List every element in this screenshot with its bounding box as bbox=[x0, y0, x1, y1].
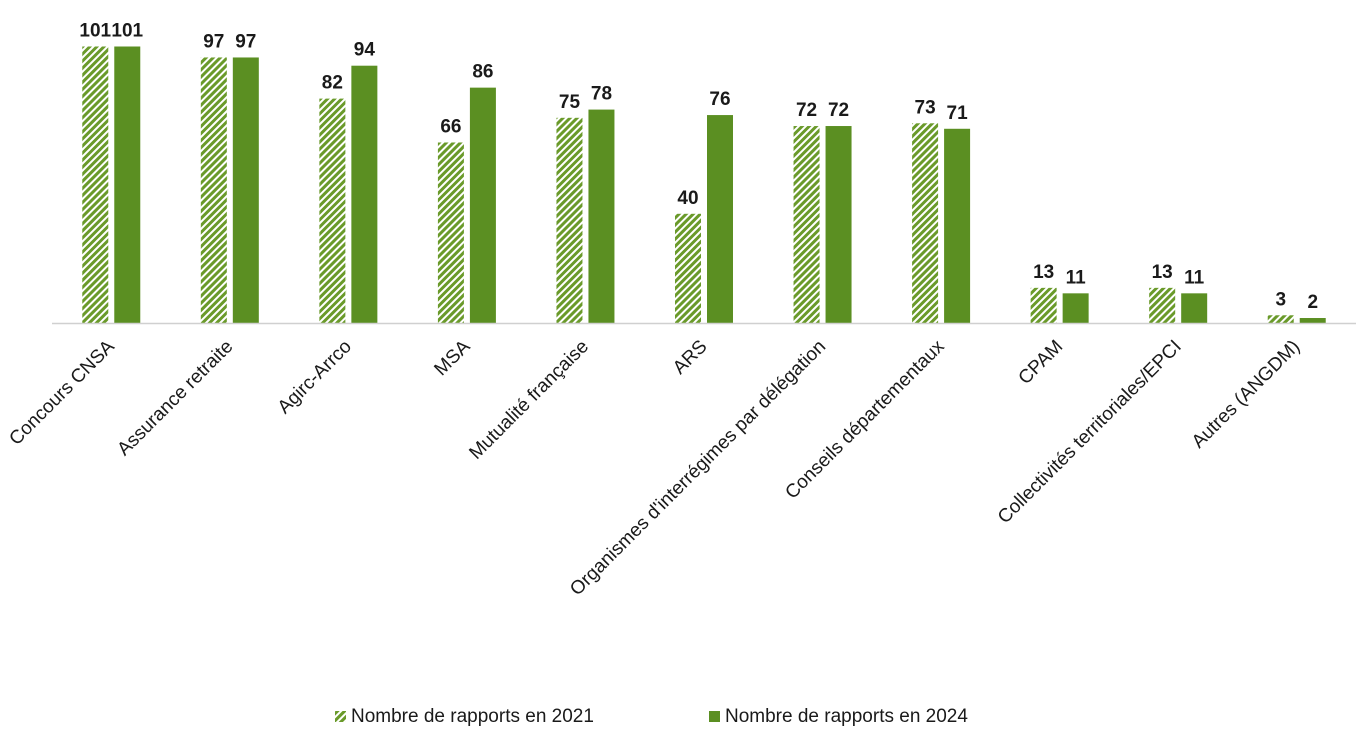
bar-2021 bbox=[675, 213, 701, 324]
value-label-2024: 78 bbox=[591, 84, 612, 105]
bar-2021 bbox=[1030, 287, 1057, 324]
bar-2021 bbox=[793, 126, 820, 324]
value-label-2021: 73 bbox=[915, 97, 936, 118]
bar-2024 bbox=[825, 126, 852, 324]
bar-2021 bbox=[82, 46, 109, 324]
category-label: Concours CNSA bbox=[5, 336, 119, 450]
value-labels-group: 101 101 97 97 82 94 66 86 75 78 40 76 72 72 73 71 13 11 13… bbox=[79, 21, 1318, 314]
bar-2024 bbox=[1299, 318, 1326, 324]
value-label-2021: 97 bbox=[203, 31, 224, 52]
bar-2021 bbox=[1267, 315, 1294, 324]
bar-2024 bbox=[944, 128, 971, 324]
bar-2024 bbox=[114, 46, 141, 324]
bar-2021 bbox=[200, 57, 227, 324]
bar-2024 bbox=[588, 109, 615, 324]
value-label-2021: 3 bbox=[1275, 289, 1286, 310]
category-label: Agirc-Arrco bbox=[274, 336, 356, 418]
value-label-2021: 82 bbox=[322, 73, 343, 94]
category-label: Organismes d'interrégimes par délégation bbox=[566, 336, 830, 600]
bar-2024 bbox=[1062, 293, 1089, 324]
value-label-2024: 101 bbox=[111, 21, 143, 42]
legend-swatch-2024 bbox=[709, 711, 720, 722]
value-label-2021: 101 bbox=[79, 21, 111, 42]
bar-2024 bbox=[232, 57, 259, 324]
value-label-2024: 11 bbox=[1066, 267, 1087, 288]
bar-2021 bbox=[437, 142, 464, 324]
bar-2021 bbox=[912, 123, 939, 324]
legend-swatch-2021 bbox=[335, 711, 346, 722]
value-label-2021: 72 bbox=[796, 100, 817, 121]
bar-2024 bbox=[707, 115, 733, 324]
value-label-2024: 86 bbox=[472, 62, 493, 83]
bar-2021 bbox=[1149, 287, 1176, 324]
category-label: Assurance retraite bbox=[113, 336, 237, 460]
value-label-2021: 75 bbox=[559, 92, 581, 113]
value-label-2024: 72 bbox=[828, 100, 849, 121]
category-label: Mutualité française bbox=[465, 336, 593, 464]
category-label: CPAM bbox=[1015, 336, 1068, 389]
value-label-2024: 2 bbox=[1307, 292, 1318, 313]
bar-2024 bbox=[351, 65, 378, 324]
value-label-2021: 66 bbox=[440, 116, 461, 137]
legend: Nombre de rapports en 2021 Nombre de rapp… bbox=[335, 706, 968, 727]
value-label-2024: 97 bbox=[235, 31, 256, 52]
value-label-2024: 94 bbox=[354, 40, 376, 61]
bars-group bbox=[82, 46, 1326, 324]
value-label-2021: 13 bbox=[1152, 262, 1173, 283]
bar-2024 bbox=[469, 87, 496, 324]
value-label-2024: 11 bbox=[1184, 267, 1205, 288]
category-label: Autres (ANGDM) bbox=[1188, 336, 1304, 452]
legend-label-2021: Nombre de rapports en 2021 bbox=[351, 706, 594, 727]
legend-label-2024: Nombre de rapports en 2024 bbox=[725, 706, 968, 727]
bar-2024 bbox=[1181, 293, 1208, 324]
bar-2021 bbox=[319, 98, 346, 324]
value-label-2024: 71 bbox=[947, 103, 969, 124]
value-label-2021: 13 bbox=[1033, 262, 1054, 283]
category-label: MSA bbox=[430, 336, 474, 380]
category-label: ARS bbox=[669, 336, 711, 378]
value-label-2024: 76 bbox=[709, 89, 730, 110]
bar-2021 bbox=[556, 117, 583, 324]
value-label-2021: 40 bbox=[677, 188, 698, 209]
